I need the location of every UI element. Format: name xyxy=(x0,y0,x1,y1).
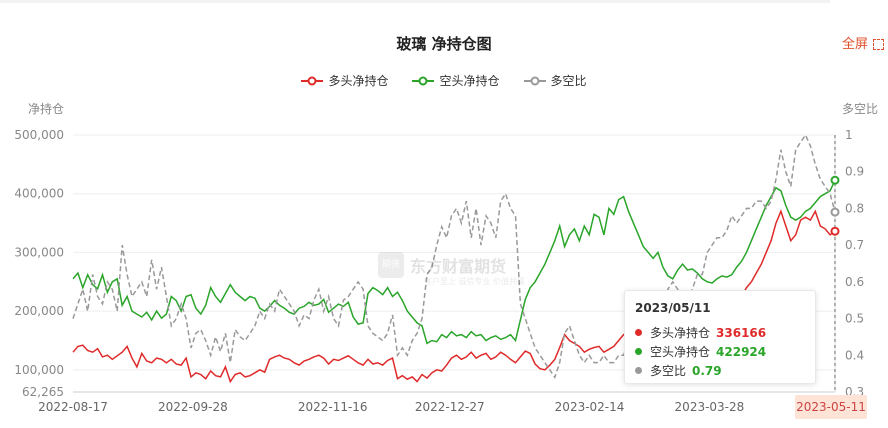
legend: 多头净持仓 空头净持仓 多空比 xyxy=(0,72,888,89)
y2-axis-name: 多空比 xyxy=(842,102,878,116)
tooltip-value: 0.79 xyxy=(692,363,722,378)
x-axis-pointer-label: 2023-05-11 xyxy=(795,395,867,419)
x-tick-label: 2022-11-16 xyxy=(298,400,368,414)
series-line-1 xyxy=(72,179,836,345)
y-tick-label: 500,000 xyxy=(14,128,64,142)
y-tick-label: 100,000 xyxy=(14,363,64,377)
series-endpoint-0 xyxy=(830,226,840,236)
green-dot-icon xyxy=(635,348,642,355)
y2-tick-label: 0.5 xyxy=(845,312,864,326)
tooltip-value: 422924 xyxy=(716,344,767,359)
tooltip-label: 多头净持仓 xyxy=(650,326,711,340)
legend-label-ratio: 多空比 xyxy=(550,74,587,88)
legend-item-ratio[interactable]: 多空比 xyxy=(523,72,587,89)
tooltip-label: 多空比 xyxy=(650,364,687,378)
y-axis-name: 净持仓 xyxy=(28,101,64,116)
fullscreen-icon xyxy=(873,39,884,50)
y2-tick-label: 0.6 xyxy=(845,275,864,289)
legend-line-green-icon xyxy=(412,76,435,85)
gray-dot-icon xyxy=(635,367,642,374)
tooltip-label: 空头净持仓 xyxy=(650,345,711,359)
y2-tick-label: 1 xyxy=(845,128,853,142)
legend-item-short[interactable]: 空头净持仓 xyxy=(412,72,500,89)
x-tick-label: 2023-03-28 xyxy=(675,400,745,414)
y2-tick-label: 0.7 xyxy=(845,238,864,252)
y2-tick-label: 0.8 xyxy=(845,201,864,215)
tooltip-row-short: 空头净持仓 422924 xyxy=(635,343,766,360)
legend-line-gray-icon xyxy=(523,76,546,85)
x-tick-label: 2023-02-14 xyxy=(555,400,625,414)
y2-tick-label: 0.9 xyxy=(845,165,864,179)
y-tick-label: 200,000 xyxy=(14,304,64,318)
y2-tick-label: 0.4 xyxy=(845,348,864,362)
series-endpoint-1 xyxy=(830,175,840,185)
x-tick-label: 2022-12-27 xyxy=(415,400,485,414)
fullscreen-label: 全屏 xyxy=(841,37,868,52)
watermark-text: 东方财富期货 xyxy=(410,257,507,276)
series-line-2 xyxy=(72,133,836,379)
red-dot-icon xyxy=(635,329,642,336)
legend-line-red-icon xyxy=(301,76,324,85)
x-tick-label: 2022-08-17 xyxy=(38,400,108,414)
series-endpoint-2 xyxy=(830,207,840,217)
watermark-slogan: 客户至上 诚信专业 价值共赢 xyxy=(424,277,526,286)
y-tick-label: 62,265 xyxy=(22,385,64,399)
fullscreen-button[interactable]: 全屏 xyxy=(842,33,884,52)
tooltip-value: 336166 xyxy=(716,325,767,340)
tooltip: 2023/05/11 多头净持仓 336166 空头净持仓 422924 多空比… xyxy=(624,290,816,384)
x-tick-label: 2022-09-28 xyxy=(158,400,228,414)
watermark-logo: 期货 xyxy=(378,252,404,278)
chart-title: 玻璃 净持仓图 xyxy=(396,35,492,53)
y-tick-label: 300,000 xyxy=(14,245,64,259)
watermark: 期货 东方财富期货 客户至上 诚信专业 价值共赢 xyxy=(378,252,525,286)
legend-label-short: 空头净持仓 xyxy=(439,74,500,88)
tooltip-row-ratio: 多空比 0.79 xyxy=(635,362,722,379)
tooltip-row-long: 多头净持仓 336166 xyxy=(635,324,766,341)
top-divider xyxy=(0,0,830,3)
legend-label-long: 多头净持仓 xyxy=(328,74,389,88)
legend-item-long[interactable]: 多头净持仓 xyxy=(301,72,388,89)
y-tick-label: 400,000 xyxy=(14,187,64,201)
tooltip-date: 2023/05/11 xyxy=(635,301,711,315)
